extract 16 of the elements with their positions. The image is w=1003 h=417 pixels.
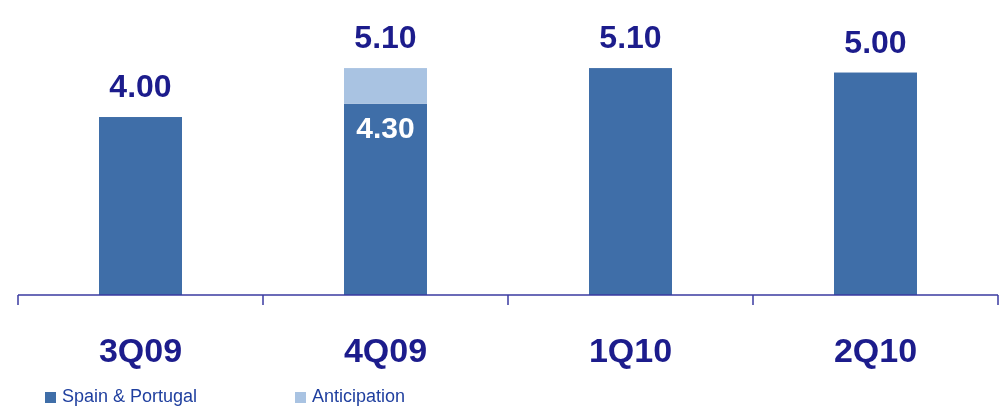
legend-label: Anticipation	[312, 386, 406, 406]
data-label: 4.30	[356, 110, 415, 144]
bar	[344, 68, 427, 104]
total-label: 4.00	[109, 68, 172, 105]
x-tick-label: 2Q10	[833, 331, 918, 369]
bar	[834, 72, 917, 295]
bar	[589, 68, 672, 295]
bar	[344, 103, 427, 295]
x-tick-label: 4Q09	[343, 331, 428, 369]
x-tick-label: 3Q09	[98, 331, 183, 369]
total-label: 5.10	[354, 19, 417, 56]
x-tick-label: 1Q10	[588, 331, 673, 369]
total-label: 5.10	[599, 19, 662, 56]
total-label: 5.00	[844, 23, 907, 60]
bar	[99, 117, 182, 295]
legend-label: Spain & Portugal	[62, 386, 198, 406]
